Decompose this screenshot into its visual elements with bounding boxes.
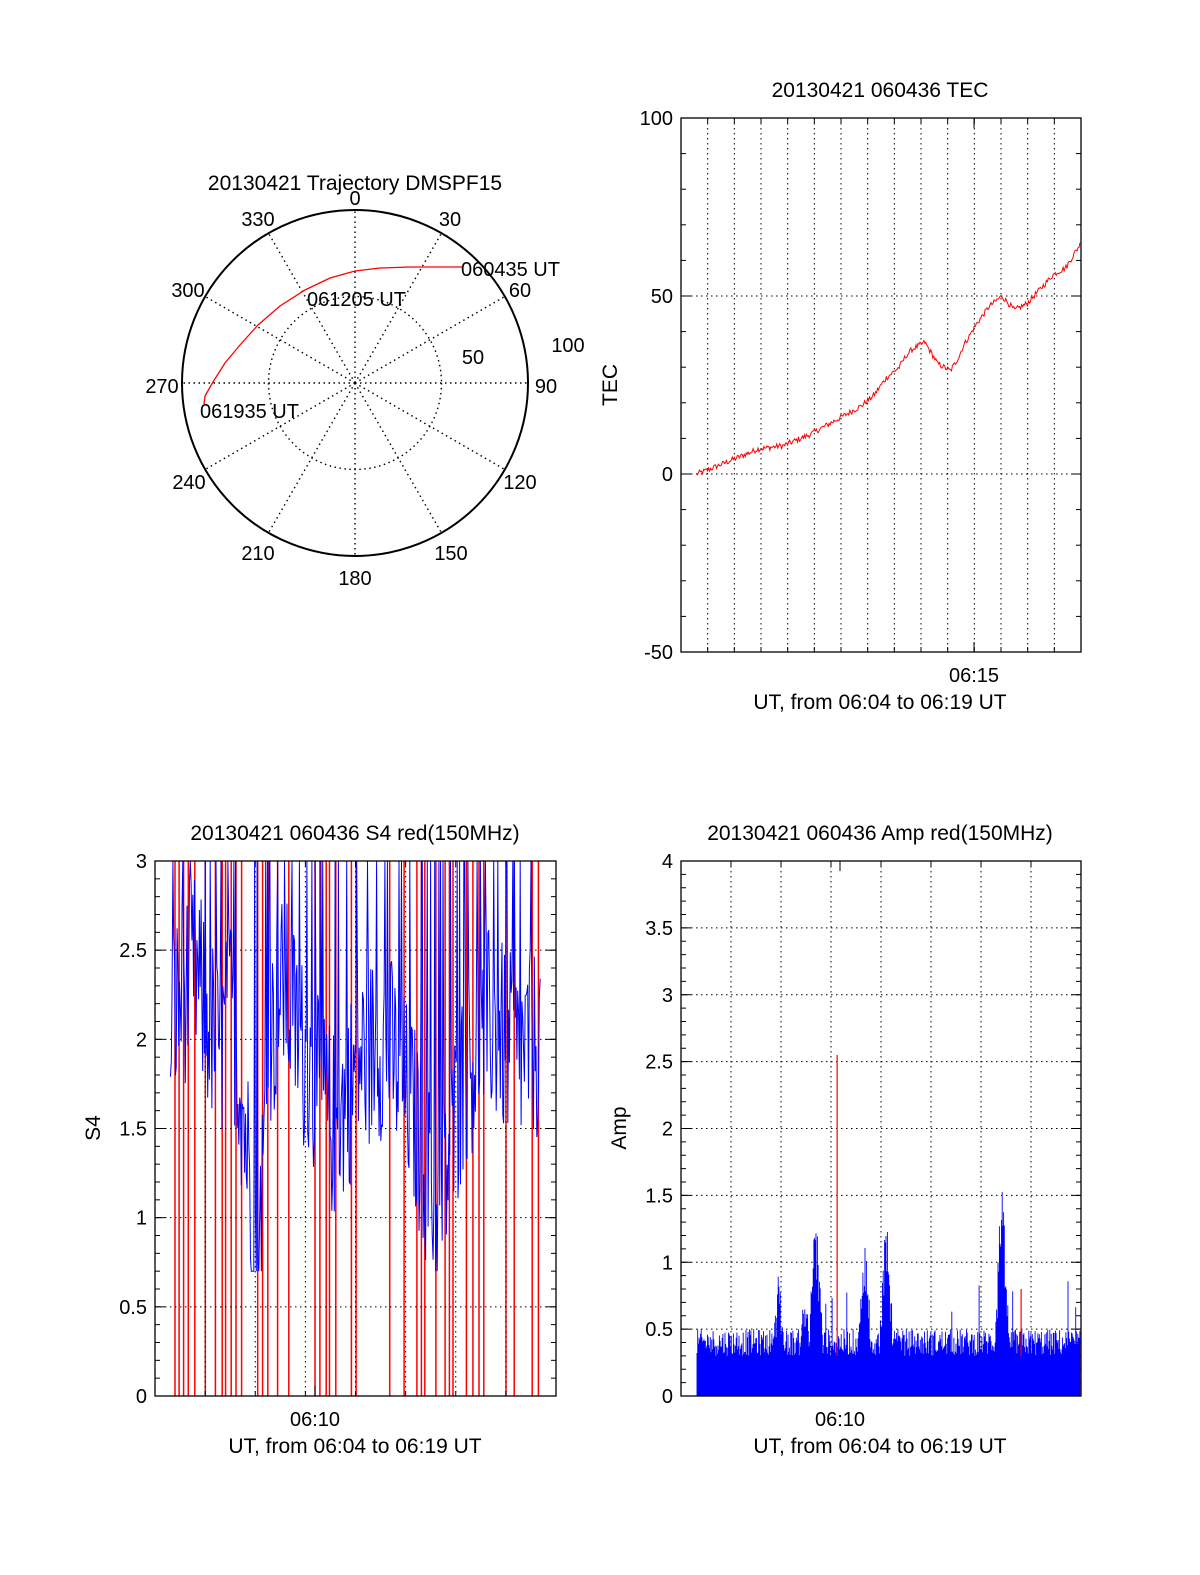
trajectory-end-label: 061935 UT [200, 401, 299, 423]
amp-ytick-label: 2 [662, 1119, 673, 1141]
amp-blue-series [696, 1192, 1081, 1396]
s4-ytick-label: 2 [136, 1029, 147, 1051]
amp-ytick-label: 3.5 [645, 918, 673, 940]
trajectory-mid-label: 061205 UT [307, 289, 406, 311]
polar-radial-label: 100 [551, 335, 584, 357]
s4-ytick-label: 0.5 [119, 1297, 147, 1319]
tec-ytick-label: 100 [640, 108, 673, 130]
polar-outer-circle [181, 209, 529, 557]
polar-angle-label: 150 [434, 543, 467, 565]
amp-ylabel: Amp [608, 1106, 631, 1149]
amp-title: 20130421 060436 Amp red(150MHz) [707, 822, 1053, 845]
s4-title: 20130421 060436 S4 red(150MHz) [190, 822, 519, 845]
polar-angle-label: 60 [509, 280, 531, 302]
amp-ytick-label: 0.5 [645, 1319, 673, 1341]
s4-xlabel: UT, from 06:04 to 06:19 UT [228, 1435, 481, 1458]
s4-ylabel: S4 [82, 1115, 105, 1141]
tec-title: 20130421 060436 TEC [772, 79, 989, 102]
tec-ytick-label: 0 [662, 464, 673, 486]
tec-xtick-label: 06:15 [949, 665, 999, 687]
tec-plot: 20130421 060436 TEC UT, from 06:04 to 06… [599, 79, 1082, 714]
tec-ytick-label: 50 [651, 286, 673, 308]
s4-ytick-label: 0 [136, 1386, 147, 1408]
tec-ylabel: TEC [599, 364, 622, 406]
tec-ytick-label: -50 [644, 642, 673, 664]
polar-spoke [354, 232, 443, 384]
amp-xlabel: UT, from 06:04 to 06:19 UT [753, 1435, 1006, 1458]
tec-plot-frame [680, 117, 1082, 653]
tec-series-line [695, 242, 1081, 476]
polar-angle-label: 0 [349, 188, 360, 210]
polar-spoke [204, 382, 356, 471]
amp-ytick-label: 1 [662, 1252, 673, 1274]
polar-angle-label: 30 [439, 209, 461, 231]
amp-plot-frame [680, 860, 1082, 1397]
amp-plot: 20130421 060436 Amp red(150MHz) UT, from… [608, 822, 1082, 1458]
polar-radial-label: 50 [462, 347, 484, 369]
s4-ytick-label: 1.5 [119, 1119, 147, 1141]
polar-angle-label: 120 [503, 472, 536, 494]
polar-angle-label: 90 [535, 376, 557, 398]
amp-ytick-label: 4 [662, 851, 673, 873]
amp-ytick-label: 0 [662, 1386, 673, 1408]
polar-angle-label: 240 [172, 472, 205, 494]
polar-spoke [267, 382, 356, 534]
polar-angle-label: 330 [241, 209, 274, 231]
polar-title: 20130421 Trajectory DMSPF15 [208, 172, 502, 195]
amp-ytick-label: 3 [662, 985, 673, 1007]
polar-spoke [354, 382, 506, 471]
polar-angle-label: 210 [241, 543, 274, 565]
polar-spoke [354, 295, 506, 384]
tec-xlabel: UT, from 06:04 to 06:19 UT [753, 691, 1006, 714]
s4-plot: 20130421 060436 S4 red(150MHz) UT, from … [82, 822, 557, 1458]
s4-plot-frame [154, 860, 557, 1397]
s4-xtick-label: 06:10 [290, 1409, 340, 1431]
polar-trajectory-plot: 20130421 Trajectory DMSPF15 0 30 60 90 120 15… [145, 172, 584, 590]
polar-spoke [204, 295, 356, 384]
trajectory-line [203, 266, 462, 405]
polar-angle-label: 300 [171, 280, 204, 302]
polar-angle-label: 270 [145, 376, 178, 398]
polar-angle-label: 180 [338, 568, 371, 590]
amp-xtick-label: 06:10 [815, 1409, 865, 1431]
amp-ytick-label: 2.5 [645, 1052, 673, 1074]
trajectory-start-label: 060435 UT [461, 259, 560, 281]
s4-ytick-label: 1 [136, 1208, 147, 1230]
s4-ytick-label: 2.5 [119, 940, 147, 962]
polar-spoke [354, 382, 443, 534]
polar-spoke [267, 232, 356, 384]
s4-blue-line [169, 860, 541, 1272]
s4-ytick-label: 3 [136, 851, 147, 873]
amp-ytick-label: 1.5 [645, 1185, 673, 1207]
